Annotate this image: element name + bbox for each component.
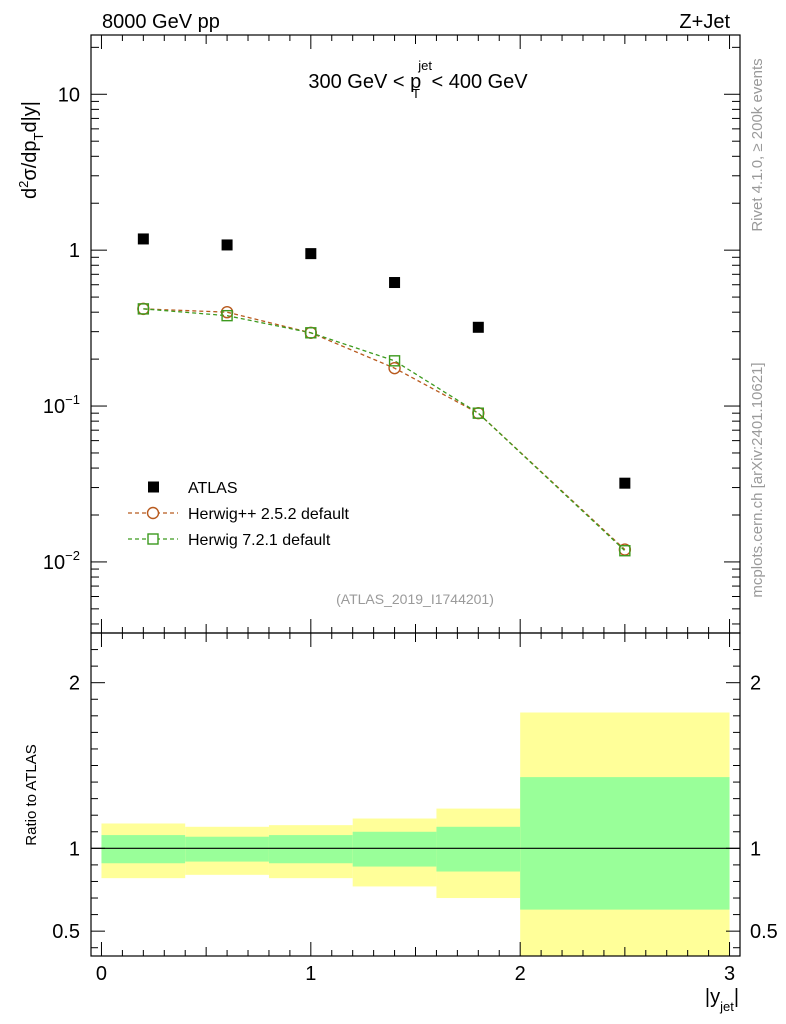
ylabel-tail: d|y| bbox=[19, 101, 41, 133]
herwig7-point bbox=[388, 355, 401, 367]
main-ytick-label: 1 bbox=[69, 240, 80, 262]
ratio-band-inner bbox=[352, 831, 437, 867]
panel-title-sup: jet bbox=[417, 58, 432, 73]
rivet-label: Rivet 4.1.0, ≥ 200k events bbox=[749, 58, 766, 231]
main-ytick-label: 10 bbox=[58, 84, 80, 106]
ratio-band-inner bbox=[185, 836, 269, 862]
series-line-2 bbox=[143, 308, 626, 552]
xlabel-main: |y bbox=[705, 986, 720, 1008]
atlas-point bbox=[472, 321, 484, 333]
legend-atlas-marker bbox=[148, 481, 159, 493]
xlabel-tail: | bbox=[734, 986, 739, 1008]
main-ytick-label: 10−1 bbox=[43, 392, 80, 418]
ratio-ytick-label-left: 0.5 bbox=[52, 921, 80, 943]
main-ytick-base: 10 bbox=[58, 84, 80, 106]
ylabel-mid: σ/dp bbox=[19, 140, 41, 180]
herwig7-point bbox=[221, 309, 233, 322]
legend-herwig7-marker bbox=[147, 533, 159, 545]
xlabel-sub: jet bbox=[719, 999, 734, 1014]
header-right: Z+Jet bbox=[679, 11, 730, 33]
ratio-yticks: 0.5 0.5 1 1 2 2 bbox=[52, 649, 778, 949]
herwig7-point bbox=[472, 407, 485, 419]
ratio-ytick-label-right: 1 bbox=[750, 838, 761, 860]
ylabel-d: d bbox=[19, 188, 41, 199]
header-left: 8000 GeV pp bbox=[102, 11, 220, 33]
herwig7-point bbox=[305, 327, 317, 339]
ratio-xtick-label: 1 bbox=[305, 963, 316, 985]
ratio-band-inner bbox=[101, 835, 186, 864]
herwig7-point bbox=[137, 303, 150, 315]
ratio-xtick-label: 3 bbox=[724, 963, 735, 985]
ratio-band-inner bbox=[520, 777, 730, 910]
ratio-band-inner bbox=[268, 835, 353, 864]
ratio-ytick-label-right: 2 bbox=[750, 673, 761, 695]
main-ytick-base: 10 bbox=[43, 396, 65, 418]
main-xticks bbox=[100, 35, 731, 633]
ratio-band-inner bbox=[436, 826, 521, 872]
main-ytick-base: 10 bbox=[43, 552, 65, 574]
analysis-watermark: (ATLAS_2019_I1744201) bbox=[336, 591, 494, 607]
atlas-point bbox=[389, 277, 401, 289]
atlas-point bbox=[137, 233, 149, 245]
ratio-ytick-label-left: 1 bbox=[69, 838, 80, 860]
main-ytick-exp: −1 bbox=[65, 392, 80, 407]
ratio-panel: 0.5 0.5 1 1 2 2 0 1 2 3 Ratio to ATLAS |yjet| bbox=[23, 632, 778, 1014]
ratio-xtick-label: 0 bbox=[96, 963, 107, 985]
legend-label: Herwig 7.2.1 default bbox=[188, 532, 331, 549]
herwigpp-point bbox=[388, 361, 401, 375]
legend-herwigpp-marker bbox=[146, 506, 160, 520]
main-ytick-exp: −2 bbox=[65, 548, 80, 563]
panel-title: 300 GeV < pjet T < 400 GeV bbox=[308, 58, 528, 101]
panel-title-sub: T bbox=[412, 86, 420, 101]
ratio-xticks: 0 1 2 3 bbox=[96, 633, 735, 985]
mcplots-label: mcplots.cern.ch [arXiv:2401.10621] bbox=[749, 362, 766, 597]
main-ytick-label: 10−2 bbox=[43, 548, 80, 574]
atlas-point bbox=[619, 477, 631, 489]
ratio-bands bbox=[101, 712, 730, 956]
atlas-point bbox=[305, 248, 317, 260]
herwig7-point bbox=[619, 545, 631, 557]
ratio-ytick-label-left: 2 bbox=[69, 673, 80, 695]
x-axis-label: |yjet| bbox=[705, 986, 739, 1014]
ratio-xtick-label: 2 bbox=[515, 963, 526, 985]
herwigpp-point bbox=[472, 406, 485, 420]
ylabel-sup: 2 bbox=[16, 181, 31, 188]
legend-label: Herwig++ 2.5.2 default bbox=[188, 506, 350, 523]
ratio-ytick-label-right: 0.5 bbox=[750, 921, 778, 943]
main-marks bbox=[137, 233, 632, 557]
main-ytick-base: 1 bbox=[69, 240, 80, 262]
panel-title-main: 300 GeV < p bbox=[308, 71, 421, 93]
atlas-point bbox=[221, 239, 233, 251]
legend-label: ATLAS bbox=[188, 480, 238, 497]
ylabel-sub: T bbox=[31, 132, 46, 140]
legend: ATLAS Herwig++ 2.5.2 default Herwig 7.2.1 … bbox=[128, 480, 350, 549]
ratio-ylabel: Ratio to ATLAS bbox=[23, 744, 40, 845]
panel-title-tail: < 400 GeV bbox=[426, 71, 528, 93]
main-ylabel: d2σ/dpTd|y| bbox=[16, 101, 46, 199]
